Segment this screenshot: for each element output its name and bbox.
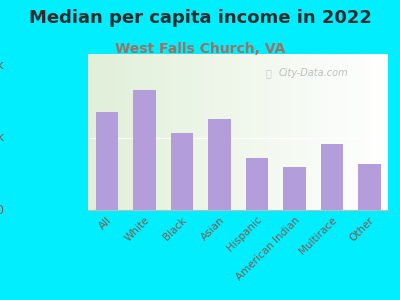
Text: $50k: $50k [0,131,4,144]
Text: Median per capita income in 2022: Median per capita income in 2022 [28,9,372,27]
Bar [320,144,343,210]
Text: West Falls Church, VA: West Falls Church, VA [115,42,285,56]
Text: ⓘ: ⓘ [265,68,271,78]
Bar [96,112,118,210]
Bar [170,134,193,210]
Bar [246,158,268,210]
Bar [358,164,380,210]
Bar [208,119,230,210]
Bar [283,167,306,210]
Text: $100k: $100k [0,59,4,72]
Text: $0: $0 [0,203,4,217]
Bar [133,90,156,210]
Text: City-Data.com: City-Data.com [278,68,348,78]
